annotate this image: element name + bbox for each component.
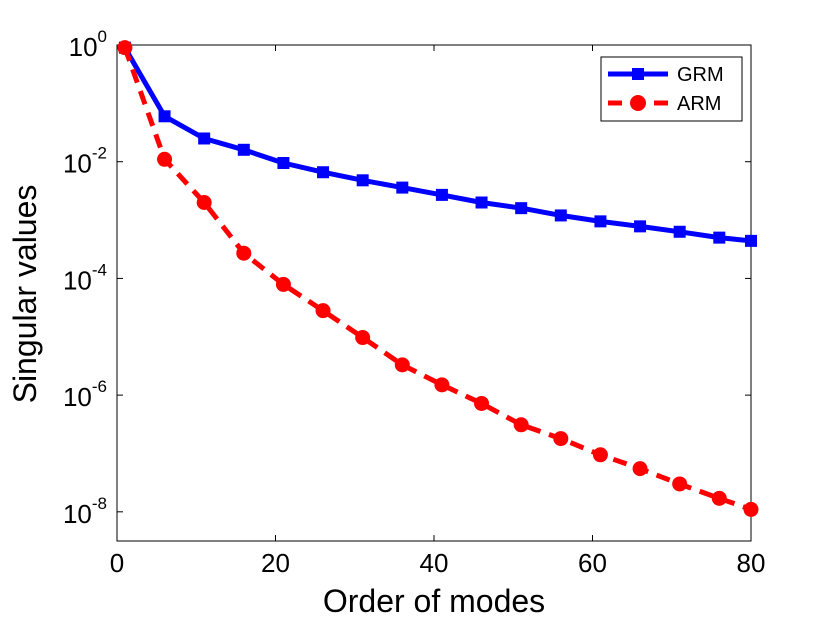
data-point: [632, 461, 648, 477]
data-point: [356, 174, 369, 187]
data-point: [592, 447, 608, 463]
x-tick-label: 60: [578, 548, 607, 578]
data-point: [277, 157, 290, 170]
legend-label-grm: GRM: [677, 64, 724, 86]
data-point: [275, 276, 291, 292]
x-tick-label: 0: [110, 548, 124, 578]
data-point: [394, 357, 410, 373]
data-point: [713, 231, 726, 244]
legend-marker: [630, 95, 646, 111]
y-tick-label: 10-4: [63, 260, 107, 295]
y-tick-label: 100: [69, 27, 107, 62]
x-tick-label: 40: [420, 548, 449, 578]
y-tick-label: 10-2: [63, 144, 107, 179]
data-point: [474, 395, 490, 411]
data-point: [634, 220, 647, 233]
series-layer: [117, 40, 759, 517]
series-grm: [118, 41, 757, 247]
legend: GRM ARM: [600, 56, 743, 122]
plot-area: [116, 44, 752, 542]
x-tick-label: 20: [261, 548, 290, 578]
series-arm: [117, 40, 759, 517]
axis-ticks: 0 20 40 60 80 100 10-2 10-4 10-6 10-8: [63, 27, 766, 578]
data-point: [743, 501, 759, 517]
legend-label-arm: ARM: [677, 93, 721, 115]
series-line-arm: [122, 46, 752, 512]
data-point: [711, 490, 727, 506]
data-point: [553, 431, 569, 447]
legend-box: [600, 56, 743, 122]
y-tick-label: 10-6: [63, 377, 107, 412]
data-point: [236, 245, 252, 261]
data-point: [673, 225, 686, 238]
data-point: [315, 303, 331, 319]
y-tick-label: 10-8: [63, 494, 107, 529]
data-point: [196, 194, 212, 210]
y-axis-title: Singular values: [7, 185, 43, 404]
x-axis-title: Order of modes: [323, 583, 545, 619]
data-point: [435, 188, 448, 201]
x-tick-label: 80: [737, 548, 766, 578]
data-point: [672, 476, 688, 492]
data-point: [554, 209, 567, 222]
data-point: [237, 143, 250, 156]
data-point: [745, 234, 757, 247]
data-point: [475, 196, 488, 209]
data-point: [198, 132, 211, 145]
data-point: [157, 151, 173, 167]
data-point: [434, 377, 450, 393]
data-point: [355, 330, 371, 346]
data-point: [594, 215, 607, 228]
data-point: [396, 181, 409, 194]
data-point: [515, 202, 528, 215]
data-point: [317, 166, 330, 179]
data-point: [513, 417, 529, 433]
legend-marker: [632, 68, 644, 80]
data-point: [117, 40, 133, 56]
data-point: [158, 110, 171, 123]
